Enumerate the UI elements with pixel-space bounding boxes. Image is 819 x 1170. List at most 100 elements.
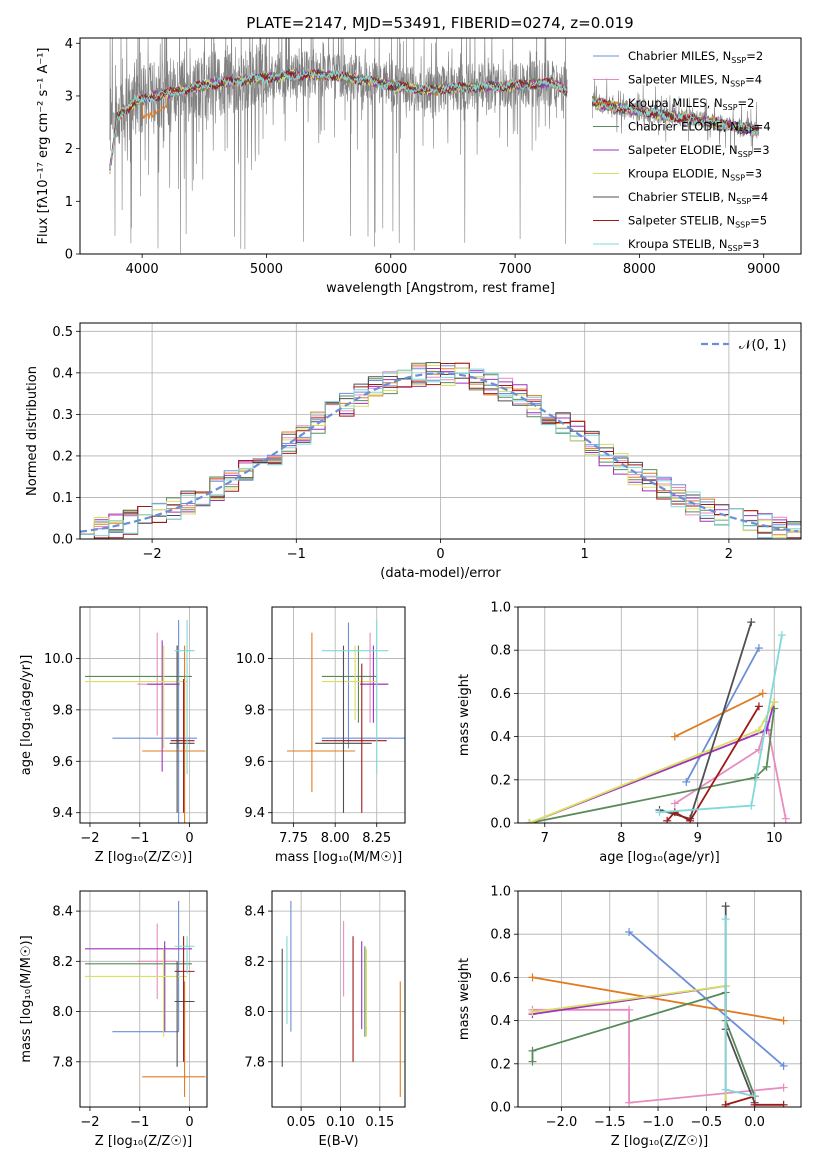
weight-series-line [529,708,776,823]
y-tick-label: 1.0 [490,885,511,900]
plot-area [84,619,206,823]
x-tick-label: 0.15 [365,1115,394,1130]
panel-residuals: −2 −1 0 1 2 0.0 0.1 0.2 0.3 0.4 0.5 (data-model)/er… [25,322,802,581]
x-tick-label: 0.0 [744,1115,765,1130]
plot-layer: 4000 5000 6000 7000 8000 900001234wavelength … [19,37,802,1149]
y-tick-label: 0.6 [490,971,511,986]
y-tick-label: 0.0 [490,817,511,832]
x-axis-label: E(B-V) [318,1134,358,1149]
y-tick-label: 2 [65,142,73,157]
y-tick-label: 0.0 [52,533,73,548]
legend-entry: Kroupa STELIB, NSSP=3 [628,237,759,253]
weight-marker [655,808,664,817]
x-tick-label: 10 [766,831,783,846]
x-axis-label: (data-model)/error [380,566,501,581]
axes-frame [79,322,802,540]
weight-marker [525,819,534,823]
y-tick-label: 1.0 [490,601,511,616]
weight-series-line [674,692,764,738]
weight-marker [528,1057,537,1066]
x-tick-label: −1 [287,547,306,562]
y-tick-label: 9.8 [244,703,265,718]
weight-marker [682,777,691,786]
weight-series-line [666,705,760,823]
weight-marker [625,1005,634,1014]
weight-marker [670,732,679,741]
weight-marker [750,1100,759,1107]
y-tick-label: 9.6 [52,755,73,770]
residual-histogram [80,368,801,539]
x-tick-label: 1 [581,547,589,562]
axes-frame [79,37,802,255]
plot-area [525,618,790,823]
x-tick-label: 7000 [499,262,532,277]
weight-marker [762,762,771,771]
y-tick-label: 9.4 [52,806,73,821]
weight-series-line [725,1094,784,1106]
legend-entry: Chabrier ELODIE, NSSP=4 [628,120,771,136]
x-tick-label: 0.10 [326,1115,355,1130]
plot-area [528,902,788,1107]
x-tick-label: 8.25 [362,831,391,846]
axes-frame [271,890,406,1108]
panel-age_vs_mass: 7.75 8.00 8.25 9.4 9.6 9.8 10.0 mass [log₁₀(M/M… [236,606,406,865]
y-tick-label: 10.0 [236,652,265,667]
y-tick-label: 0.2 [52,449,73,464]
panel-age_vs_Z: −2 −1 0 9.4 9.6 9.8 10.0 Z [log₁₀(Z/Z☉)] age [lo… [19,606,208,865]
weight-marker [670,799,679,808]
weight-marker [528,973,537,982]
legend-entry: Kroupa ELODIE, NSSP=3 [628,167,762,183]
x-tick-label: 9000 [747,262,780,277]
x-axis-label: wavelength [Angstrom, rest frame] [326,281,555,296]
y-tick-label: 0.8 [490,644,511,659]
x-tick-label: 0 [185,831,193,846]
x-tick-label: 4000 [126,262,159,277]
x-tick-label: −2 [80,831,99,846]
y-tick-label: 8.4 [244,905,265,920]
y-tick-label: 7.8 [244,1055,265,1070]
x-tick-label: 2 [725,547,733,562]
weight-marker [625,1098,634,1107]
panel-mass_vs_Z: −2 −1 0 7.8 8.0 8.2 8.4 Z [log₁₀(Z/Z☉)] mass [lo… [19,890,208,1149]
weight-marker [721,902,730,911]
x-tick-label: −1 [130,831,149,846]
x-tick-label: 8000 [623,262,656,277]
y-tick-label: 0.3 [52,408,73,423]
x-tick-label: −1.5 [594,1115,626,1130]
y-tick-label: 0 [65,248,73,263]
y-tick-label: 8.2 [244,955,265,970]
plot-area [286,619,405,813]
legend-entry: 𝒩(0, 1) [739,338,786,353]
weight-marker [779,1016,788,1025]
x-tick-label: 8 [617,831,625,846]
weight-marker [528,1046,537,1055]
legend-entry: Chabrier MILES, NSSP=2 [628,49,763,65]
weight-marker [779,1083,788,1092]
panel-mass_vs_ebv: 0.05 0.10 0.15 7.8 8.0 8.2 8.4 E(B-V) [244,890,406,1149]
y-tick-label: 0.4 [490,1014,511,1029]
plot-area [80,362,801,539]
panel-weight_vs_age: 7 8 9 10 0.0 0.2 0.4 0.6 0.8 1.0 age [log₁₀(age/yr… [457,601,802,865]
y-tick-label: 0.8 [490,928,511,943]
x-tick-label: −2.0 [546,1115,578,1130]
weight-marker [721,915,730,924]
weight-marker [754,702,763,711]
y-tick-label: 7.8 [52,1055,73,1070]
weight-marker [777,631,786,640]
x-tick-label: 5000 [250,262,283,277]
weight-series-line [532,976,784,1022]
y-tick-label: 1 [65,195,73,210]
plot-area [84,901,206,1097]
y-tick-label: 8.4 [52,905,73,920]
x-tick-label: 0 [436,547,444,562]
x-tick-label: −2 [143,547,162,562]
y-axis-label: age [log₁₀(age/yr)] [19,655,34,776]
plot-area [281,901,401,1097]
y-tick-label: 8.0 [52,1005,73,1020]
panel-spectrum: 4000 5000 6000 7000 8000 9000 0 1 2 3 4 wavelength … [36,37,802,296]
y-axis-label: Normed distribution [25,366,40,496]
y-tick-label: 9.4 [244,806,265,821]
x-tick-label: 8.00 [321,831,350,846]
x-tick-label: −1 [130,1115,149,1130]
y-tick-label: 0.4 [490,730,511,745]
